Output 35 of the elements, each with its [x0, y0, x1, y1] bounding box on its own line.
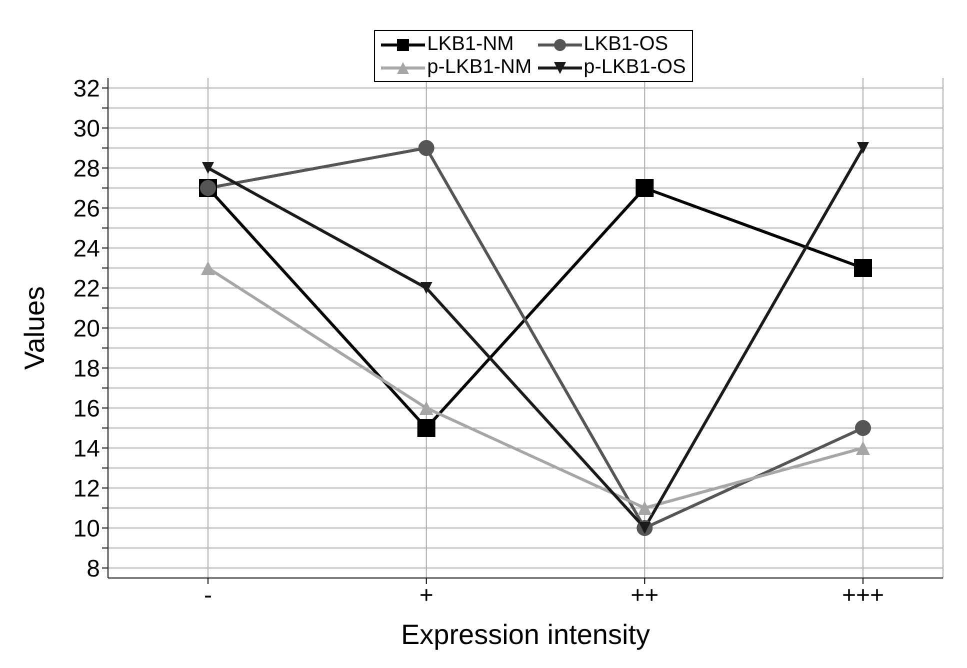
point	[420, 282, 432, 294]
y-tick-label: 26	[73, 196, 100, 223]
point	[857, 142, 869, 154]
x-axis-title: Expression intensity	[400, 619, 650, 650]
y-tick-label: 16	[73, 396, 100, 423]
x-tick-label: +	[419, 582, 434, 610]
y-tick-label: 10	[73, 516, 100, 543]
point	[854, 259, 872, 277]
y-tick-label: 14	[73, 436, 100, 463]
y-axis-title: Values	[18, 286, 50, 370]
x-tick-label: ++	[630, 582, 659, 610]
point	[201, 261, 215, 275]
legend-label: p-LKB1-OS	[584, 56, 686, 79]
point	[856, 441, 870, 455]
y-tick-label: 22	[73, 276, 100, 303]
x-tick-label: -	[204, 582, 212, 610]
point	[418, 140, 434, 156]
legend-label: LKB1-OS	[584, 33, 668, 56]
point	[855, 420, 871, 436]
y-tick-label: 32	[73, 76, 100, 103]
point	[638, 501, 652, 515]
y-tick-label: 28	[73, 156, 100, 183]
y-tick-label: 30	[73, 116, 100, 143]
point	[417, 419, 436, 437]
y-tick-label: 20	[73, 316, 100, 343]
y-tick-label: 12	[73, 476, 100, 503]
x-tick-label: +++	[842, 582, 884, 610]
y-tick-label: 8	[86, 556, 100, 583]
legend-label: LKB1-NM	[427, 33, 514, 56]
y-tick-label: 24	[73, 236, 100, 263]
y-tick-label: 18	[73, 356, 100, 383]
point	[419, 401, 434, 415]
point	[202, 162, 214, 174]
point	[636, 179, 654, 197]
legend-label: p-LKB1-NM	[427, 56, 532, 79]
